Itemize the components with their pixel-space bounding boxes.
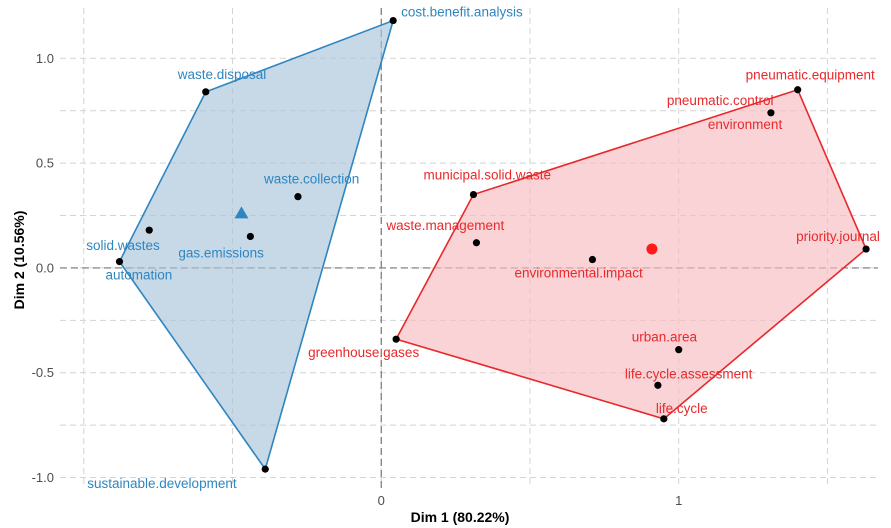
x-tick-label: 1 [675, 493, 682, 508]
point-priority-journal [862, 245, 870, 253]
point-waste-collection [294, 193, 302, 201]
point-urban-area [675, 346, 683, 354]
label-cost-benefit-analysis: cost.benefit.analysis [401, 5, 523, 20]
point-labels: cost.benefit.analysis waste.disposal waste… [86, 5, 880, 492]
label-pneumatic-equipment: pneumatic.equipment [746, 68, 875, 83]
point-waste-management [472, 239, 481, 247]
point-pneumatic-equipment [794, 86, 802, 94]
cluster-centroids [234, 206, 658, 255]
point-gas-emissions [246, 232, 254, 241]
label-environment: environment [708, 117, 783, 132]
point-municipal-solid-waste [469, 190, 478, 199]
label-municipal-solid-waste: municipal.solid.waste [423, 168, 551, 183]
point-sustainable-development [261, 465, 269, 473]
point-solid-wastes [145, 226, 153, 234]
y-axis-title: Dim 2 (10.56%) [11, 211, 27, 310]
point-life-cycle [660, 415, 668, 423]
label-urban-area: urban.area [632, 330, 698, 345]
label-sustainable-development: sustainable.development [87, 476, 237, 491]
label-gas-emissions: gas.emissions [178, 245, 264, 260]
x-tick-label: 0 [378, 493, 385, 508]
label-waste-management: waste.management [385, 218, 504, 233]
cluster-hulls [118, 19, 868, 471]
point-cost-benefit-analysis [389, 16, 397, 25]
cluster-hull-2 [394, 88, 868, 420]
point-automation [115, 258, 124, 266]
point-environmental-impact [588, 255, 597, 264]
y-tick-label: 0.5 [36, 156, 54, 171]
label-life-cycle-assessment: life.cycle.assessment [625, 366, 753, 381]
label-automation: automation [105, 268, 172, 283]
label-greenhouse-gases: greenhouse.gases [308, 345, 419, 360]
y-tick-label: 1.0 [36, 51, 54, 66]
y-axis-ticks: -1.0 -0.5 0.0 0.5 1.0 [32, 51, 54, 485]
point-greenhouse-gases [392, 335, 400, 343]
point-pneumatic-control [767, 109, 775, 117]
centroid-triangle [234, 206, 249, 219]
y-tick-label: -0.5 [32, 365, 54, 380]
point-life-cycle-assessment [654, 381, 662, 389]
label-waste-disposal: waste.disposal [177, 67, 267, 82]
x-axis-title: Dim 1 (80.22%) [411, 509, 510, 525]
label-waste-collection: waste.collection [263, 172, 359, 187]
y-tick-label: 0.0 [36, 260, 54, 275]
label-environmental-impact: environmental.impact [514, 266, 643, 281]
y-tick-label: -1.0 [32, 470, 54, 485]
point-waste-disposal [202, 88, 210, 96]
centroid-circle [646, 243, 658, 255]
label-life-cycle: life.cycle [656, 401, 708, 416]
label-pneumatic-control: pneumatic.control [667, 93, 774, 108]
label-solid-wastes: solid.wastes [86, 238, 160, 253]
label-priority-journal: priority.journal [796, 229, 880, 244]
data-points [115, 16, 870, 473]
